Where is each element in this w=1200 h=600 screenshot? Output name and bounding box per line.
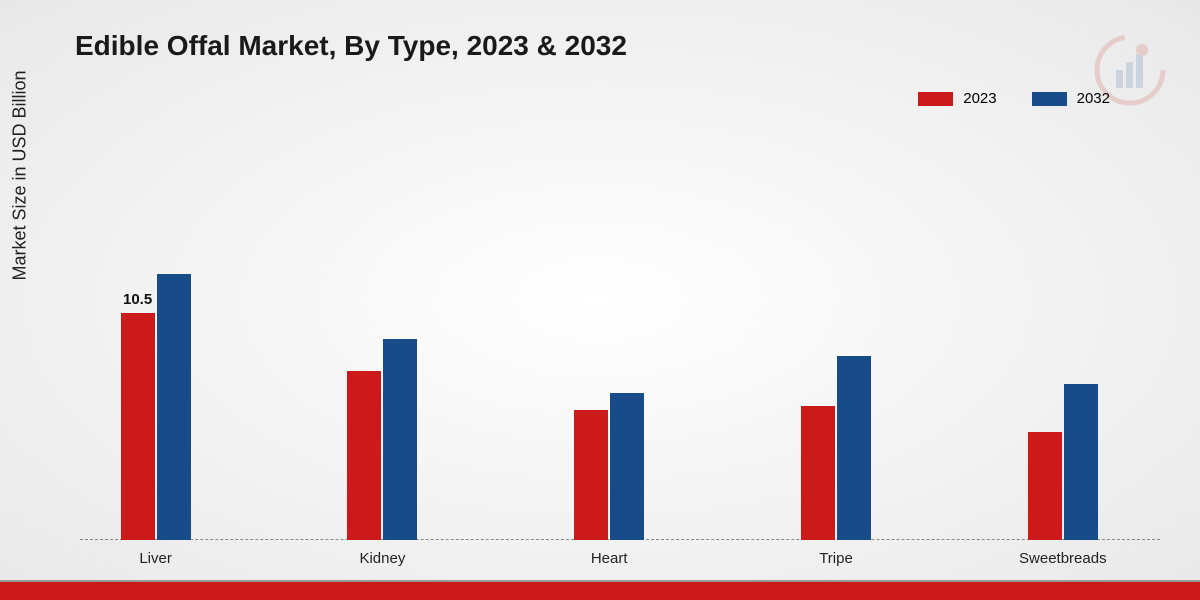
legend: 2023 2032 <box>918 90 1110 107</box>
bar-tripe-2032 <box>837 356 871 540</box>
category-liver: Liver <box>139 550 172 567</box>
category-heart: Heart <box>591 550 628 567</box>
legend-label-2023: 2023 <box>963 90 996 107</box>
bar-liver-2023: 10.5 <box>121 313 155 541</box>
category-tripe: Tripe <box>819 550 853 567</box>
group-heart: Heart <box>569 393 649 540</box>
footer-bar <box>0 582 1200 600</box>
legend-item-2032: 2032 <box>1032 90 1110 107</box>
plot-area: 10.5 Liver Kidney Heart Tripe Sweetbread… <box>80 150 1160 540</box>
group-tripe: Tripe <box>796 356 876 540</box>
bar-kidney-2032 <box>383 339 417 541</box>
bar-liver-2032 <box>157 274 191 541</box>
bar-sweetbreads-2032 <box>1064 384 1098 540</box>
bar-kidney-2023 <box>347 371 381 540</box>
category-sweetbreads: Sweetbreads <box>1019 550 1107 567</box>
bar-value-liver-2023: 10.5 <box>123 291 152 308</box>
group-liver: 10.5 Liver <box>116 274 196 541</box>
bar-heart-2023 <box>574 410 608 540</box>
legend-label-2032: 2032 <box>1077 90 1110 107</box>
category-kidney: Kidney <box>359 550 405 567</box>
bar-sweetbreads-2023 <box>1028 432 1062 540</box>
group-sweetbreads: Sweetbreads <box>1023 384 1103 540</box>
y-axis-label: Market Size in USD Billion <box>10 70 31 280</box>
group-kidney: Kidney <box>342 339 422 541</box>
chart-title: Edible Offal Market, By Type, 2023 & 203… <box>75 30 627 62</box>
legend-swatch-2032 <box>1032 92 1067 106</box>
legend-item-2023: 2023 <box>918 90 996 107</box>
bar-tripe-2023 <box>801 406 835 540</box>
bar-heart-2032 <box>610 393 644 540</box>
legend-swatch-2023 <box>918 92 953 106</box>
chart-container: Edible Offal Market, By Type, 2023 & 203… <box>0 0 1200 600</box>
